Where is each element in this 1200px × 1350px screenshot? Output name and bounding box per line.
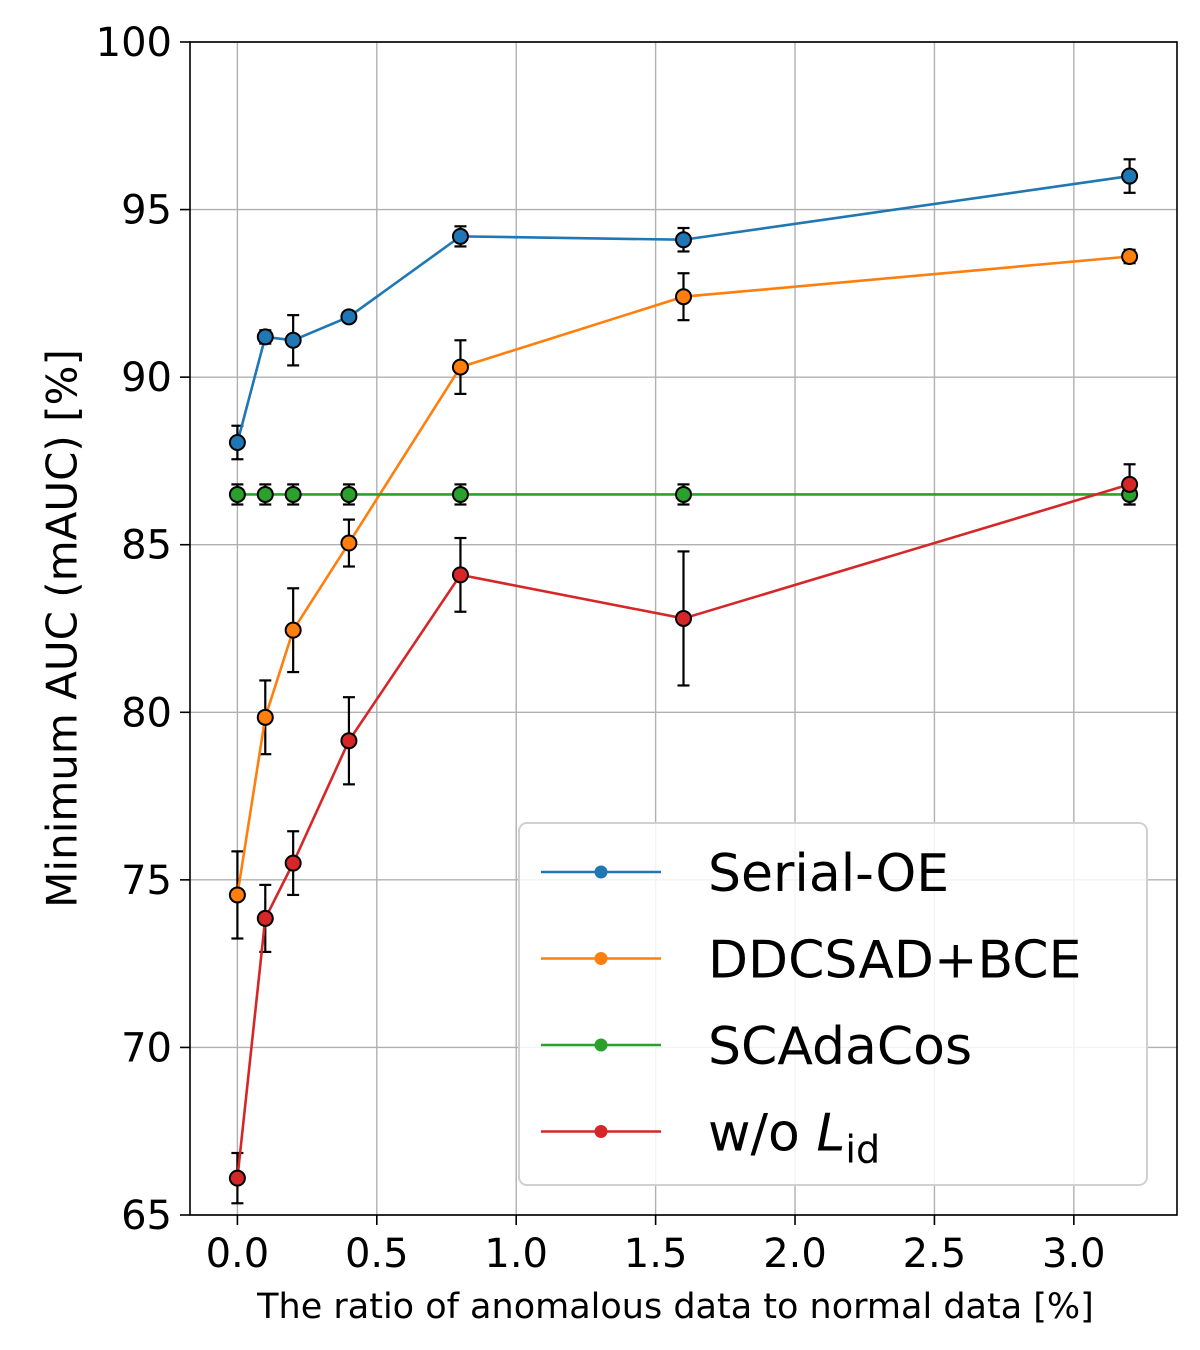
data-point-w-o-lid (451, 566, 469, 584)
data-point-w-o-lid (256, 909, 274, 927)
legend-label-w-o-lid: w/o Lid (708, 1104, 880, 1172)
data-point-w-o-lid (1121, 475, 1139, 493)
y-tick-label: 65 (121, 1193, 172, 1239)
data-point-ddcsad-bce (451, 358, 469, 376)
data-point-serial-oe (228, 433, 246, 451)
y-tick-label: 100 (96, 20, 172, 66)
data-point-ddcsad-bce (228, 886, 246, 904)
x-axis-label: The ratio of anomalous data to normal da… (256, 1287, 1094, 1327)
y-tick-label: 90 (121, 355, 172, 401)
x-tick-label: 2.0 (763, 1231, 827, 1277)
x-tick-label: 3.0 (1042, 1231, 1106, 1277)
legend-marker-scadacos (594, 1038, 608, 1052)
y-tick-label: 80 (121, 690, 172, 736)
data-point-serial-oe (1121, 167, 1139, 185)
data-point-scadacos (340, 485, 358, 503)
data-point-ddcsad-bce (1121, 247, 1139, 265)
data-point-scadacos (284, 485, 302, 503)
data-point-serial-oe (284, 331, 302, 349)
legend-marker-w-o-lid (594, 1125, 608, 1138)
data-point-w-o-lid (284, 854, 302, 872)
data-point-serial-oe (451, 227, 469, 245)
legend-label-serial-oe: Serial-OE (708, 844, 949, 904)
y-tick-label: 70 (121, 1025, 172, 1071)
data-point-scadacos (228, 485, 246, 503)
data-point-ddcsad-bce (256, 708, 274, 726)
legend-marker-serial-oe (594, 865, 608, 879)
data-point-ddcsad-bce (675, 288, 692, 306)
legend-label-scadacos: SCAdaCos (708, 1017, 972, 1077)
data-point-w-o-lid (228, 1169, 246, 1187)
data-point-serial-oe (675, 231, 692, 249)
x-tick-label: 0.5 (345, 1231, 409, 1277)
x-tick-label: 1.5 (624, 1231, 688, 1277)
data-point-serial-oe (256, 328, 274, 346)
y-tick-label: 95 (121, 188, 172, 234)
data-point-scadacos (256, 485, 274, 503)
plot-area-frame (189, 41, 1178, 1216)
x-tick-label: 0.0 (206, 1231, 270, 1277)
legend: Serial-OE DDCSAD+BCE SCAdaCos w/o Lid (518, 822, 1148, 1186)
data-point-w-o-lid (340, 732, 358, 750)
y-axis-label: Minimum AUC (mAUC) [%] (38, 349, 87, 908)
data-point-w-o-lid (675, 609, 692, 627)
y-tick-label: 85 (121, 523, 172, 569)
data-point-scadacos (451, 485, 469, 503)
legend-marker-ddcsad-bce (594, 952, 608, 965)
data-point-ddcsad-bce (284, 621, 302, 639)
data-point-scadacos (675, 485, 692, 503)
data-point-serial-oe (340, 308, 358, 326)
data-points (228, 167, 1139, 1187)
legend-box (518, 822, 1148, 1186)
y-tick-label: 75 (121, 858, 172, 904)
data-point-ddcsad-bce (340, 534, 358, 552)
x-tick-label: 2.5 (903, 1231, 967, 1277)
x-tick-label: 1.0 (484, 1231, 548, 1277)
legend-label-ddcsad-bce: DDCSAD+BCE (708, 931, 1081, 991)
axis-ticks: 0.0 0.5 1.0 1.5 2.0 2.5 3.0 65 70 75 80 85 90 95 100 (96, 20, 1106, 1277)
